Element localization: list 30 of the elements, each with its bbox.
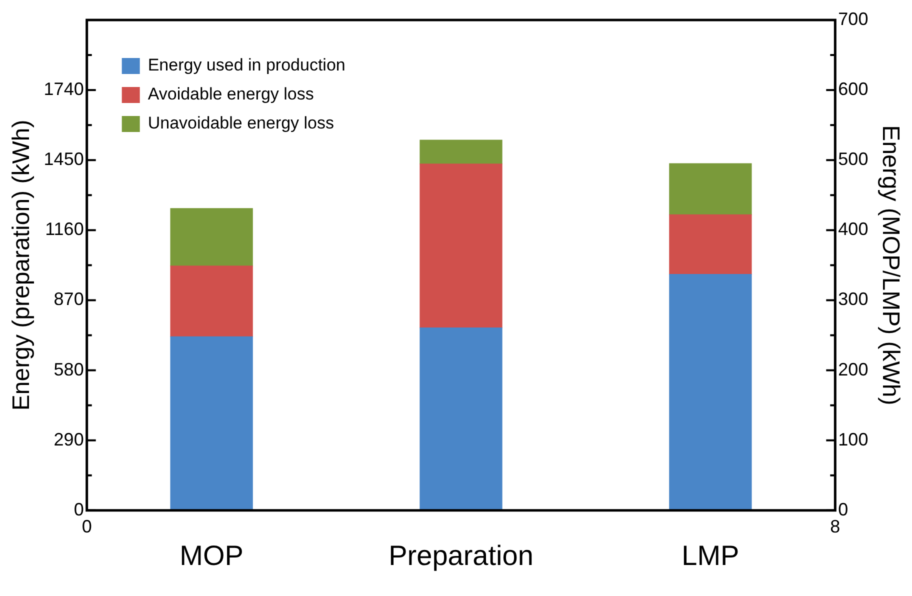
y2-tick-label: 300	[838, 289, 868, 310]
y-tick-label: 1160	[45, 219, 84, 240]
y2-tick-label: 700	[838, 8, 868, 29]
bar	[170, 336, 253, 510]
x-tick-label: MOP	[180, 540, 244, 571]
x-tick-label: Preparation	[388, 540, 534, 571]
legend-label: Avoidable energy loss	[148, 84, 314, 104]
legend-label: Energy used in production	[148, 56, 346, 75]
bar	[170, 208, 253, 266]
text: 8	[830, 516, 840, 536]
x-tick-label: LMP	[682, 540, 740, 571]
y-tick-label: 0	[74, 499, 84, 520]
y-tick-label: 580	[54, 359, 84, 380]
y2-tick-label: 200	[838, 359, 868, 380]
bar	[170, 266, 253, 337]
y2-tick-label: 600	[838, 79, 868, 100]
bar	[669, 163, 752, 216]
y-tick-label: 1740	[44, 79, 84, 100]
y2-tick-label: 0	[838, 499, 848, 520]
y-tick-label: 290	[54, 429, 84, 450]
bar	[669, 214, 752, 275]
bar	[669, 274, 752, 510]
y-tick-label: 870	[54, 289, 84, 310]
y2-axis-title: Energy (MOP/LMP) (kWh)	[876, 125, 904, 406]
y2-tick-label: 400	[838, 219, 868, 240]
legend-label: Unavoidable energy loss	[148, 114, 334, 133]
y2-tick-label: 100	[838, 429, 868, 450]
y-tick-label: 1450	[44, 149, 84, 170]
y2-tick-label: 500	[838, 149, 868, 170]
y-axis-title: Energy (preparation) (kWh)	[8, 120, 36, 411]
